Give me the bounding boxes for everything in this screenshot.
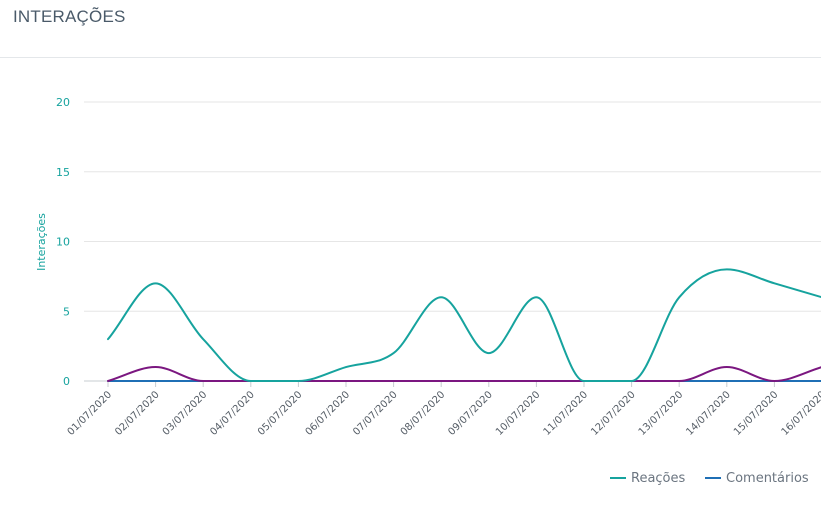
series-line-reacoes: [107, 268, 821, 382]
x-tick-label: 15/07/2020: [732, 389, 781, 438]
x-tick-label: 05/07/2020: [256, 389, 305, 438]
series-line-unlabeled: [107, 366, 821, 382]
y-tick-label: 20: [56, 96, 70, 109]
title-divider: [0, 57, 821, 58]
y-axis-title: Interações: [35, 213, 48, 271]
x-tick-label: 03/07/2020: [161, 389, 210, 438]
x-tick-label: 10/07/2020: [494, 389, 543, 438]
x-tick-label: 13/07/2020: [637, 389, 686, 438]
x-tick-label: 01/07/2020: [66, 389, 115, 438]
x-tick-label: 08/07/2020: [399, 389, 448, 438]
x-tick-label: 16/07/2020: [780, 389, 821, 438]
y-tick-label: 10: [56, 236, 70, 249]
legend-label: Comentários: [726, 471, 809, 486]
gridlines: [84, 101, 821, 382]
x-tick-label: 02/07/2020: [113, 389, 162, 438]
x-tick-label: 14/07/2020: [684, 389, 733, 438]
x-tick-label: 06/07/2020: [304, 389, 353, 438]
y-tick-label: 0: [63, 375, 70, 388]
legend-label: Reações: [631, 471, 686, 486]
x-axis-ticks: 01/07/2020 02/07/2020 03/07/2020 04/07/2020…: [66, 381, 821, 438]
legend[interactable]: Reações Comentários: [610, 471, 809, 486]
y-axis-ticks: 0 5 10 15 20: [56, 96, 70, 388]
x-tick-label: 07/07/2020: [351, 389, 400, 438]
x-tick-label: 09/07/2020: [446, 389, 495, 438]
x-tick-label: 04/07/2020: [208, 389, 257, 438]
y-tick-label: 5: [63, 305, 70, 318]
x-tick-label: 11/07/2020: [542, 389, 591, 438]
series-lines: [107, 268, 821, 382]
legend-item-reacoes[interactable]: Reações: [610, 471, 686, 486]
y-tick-label: 15: [56, 166, 70, 179]
legend-item-comentarios[interactable]: Comentários: [705, 471, 809, 486]
panel-title: INTERAÇÕES: [13, 7, 126, 26]
x-tick-label: 12/07/2020: [589, 389, 638, 438]
